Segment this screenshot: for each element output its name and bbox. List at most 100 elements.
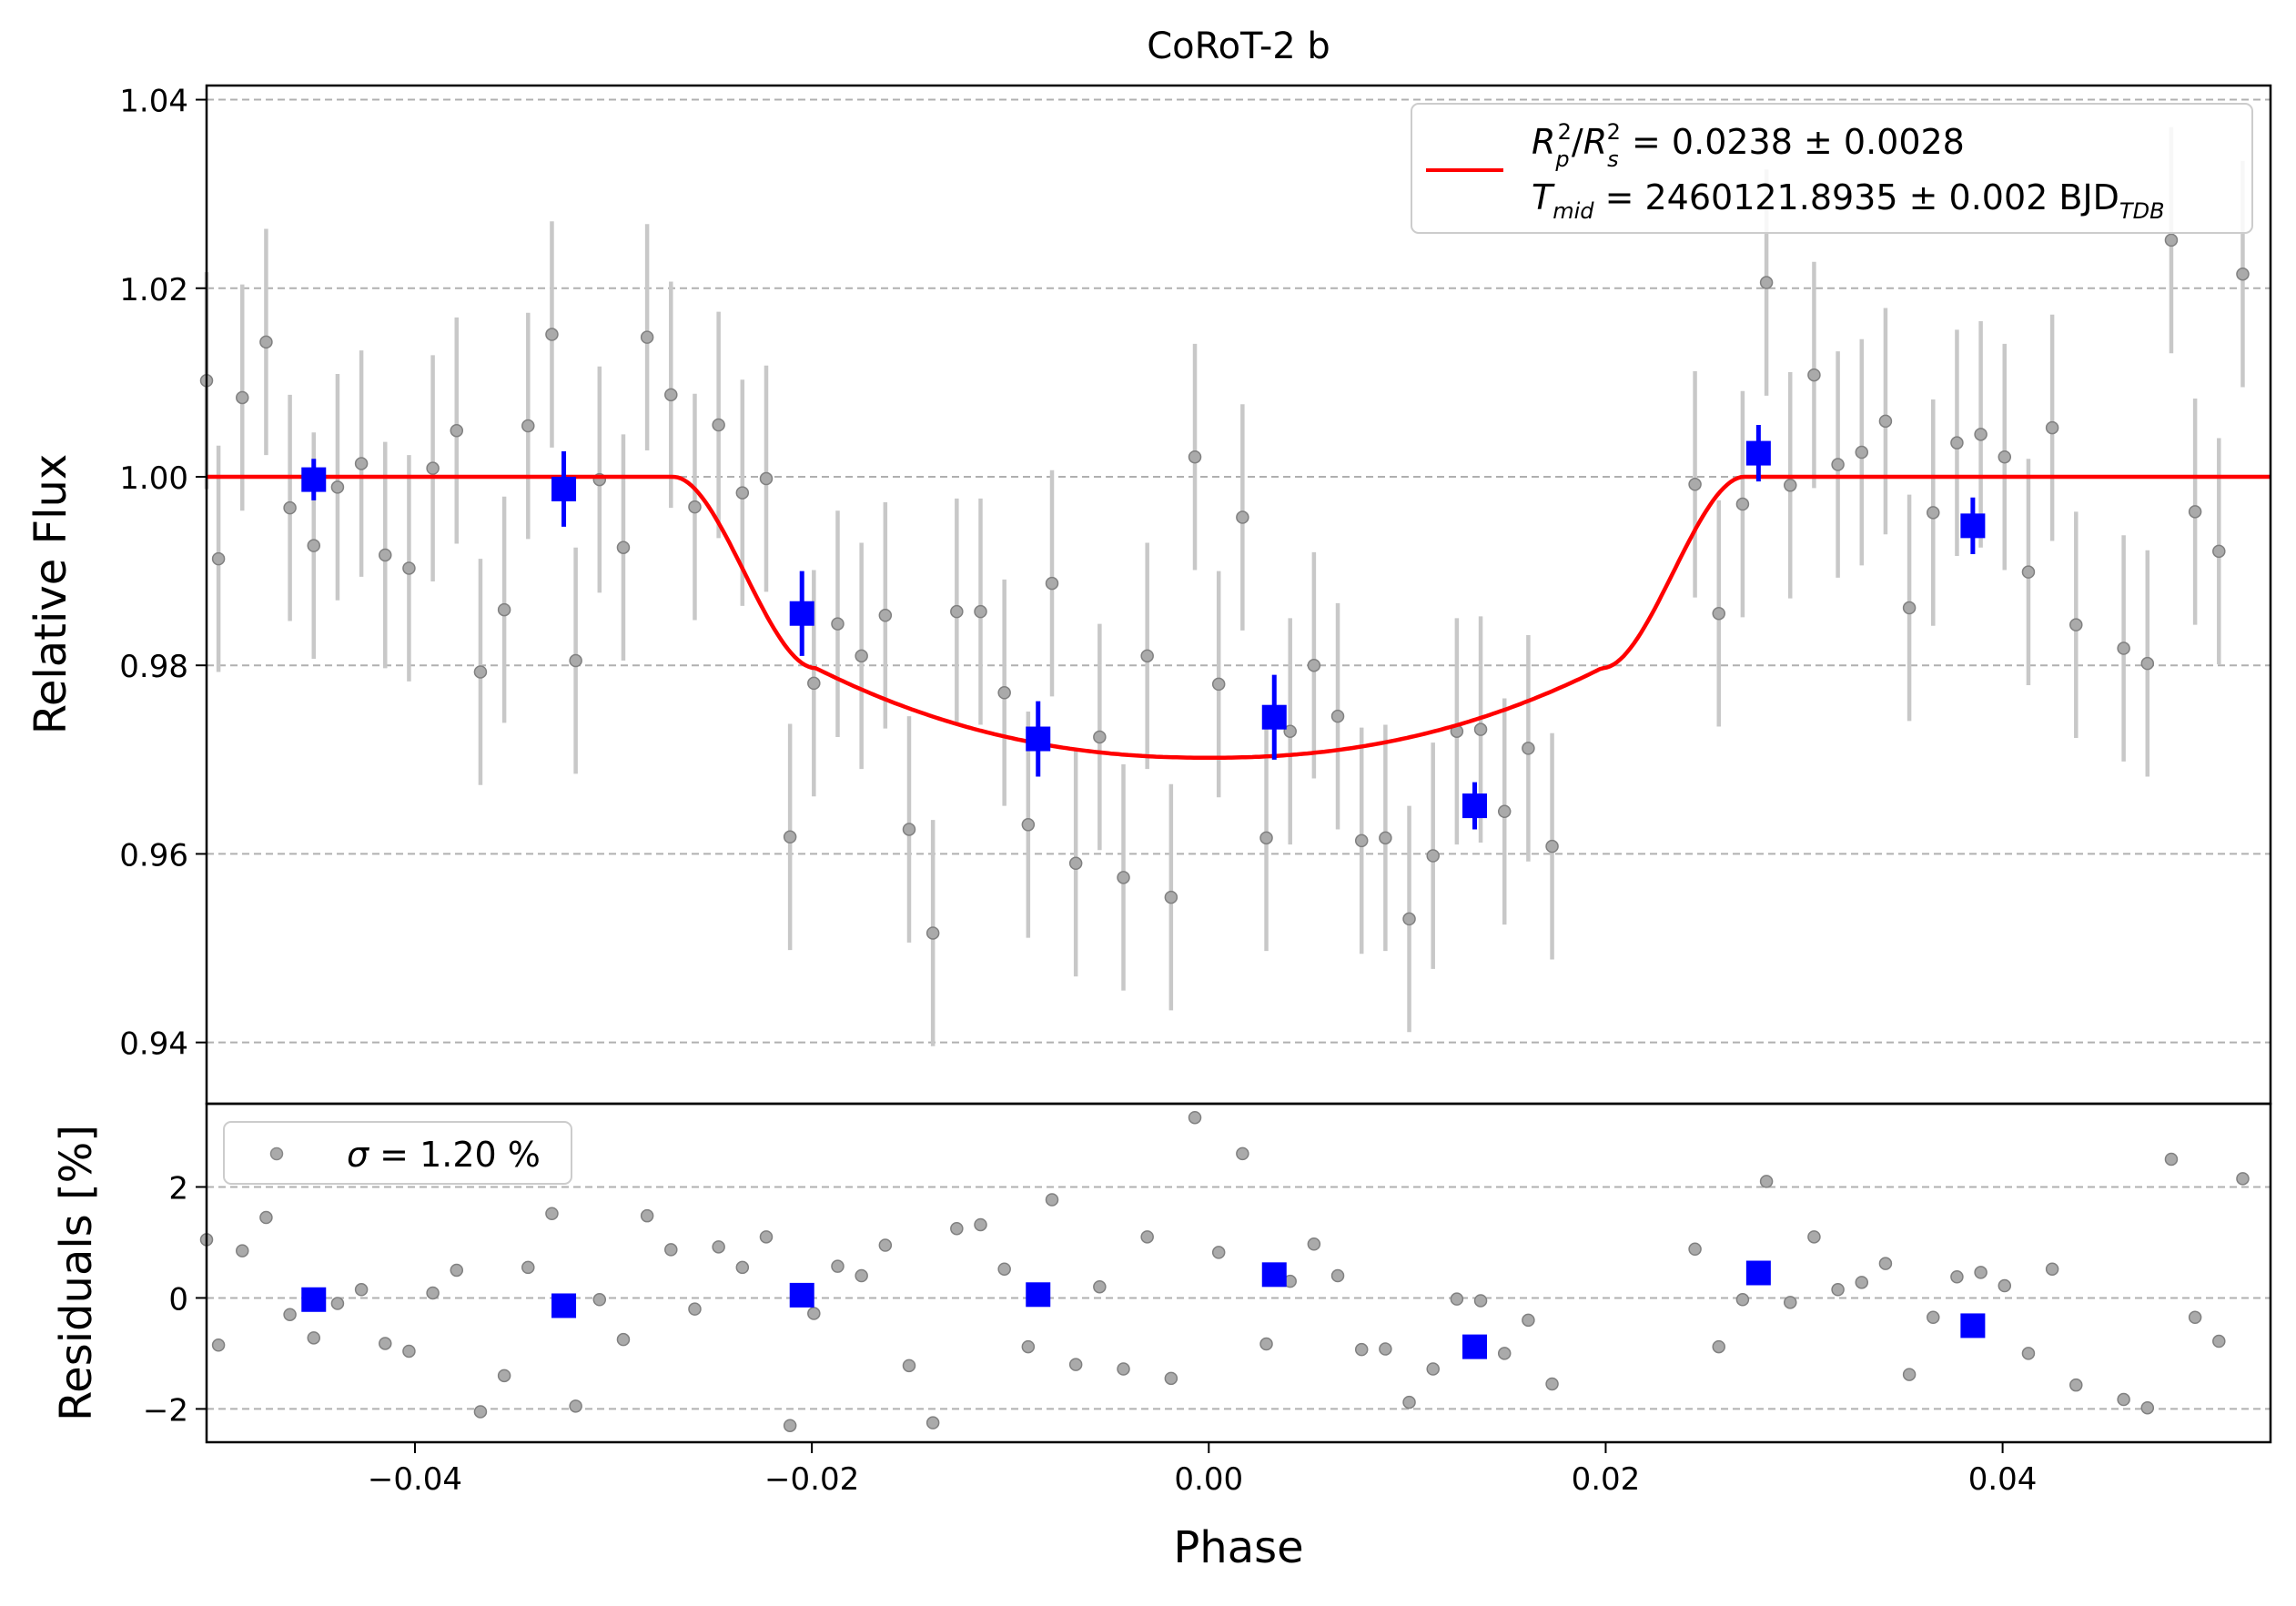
residual-raw-point [1188, 1110, 1202, 1125]
residual-raw-point [712, 1240, 725, 1254]
raw-point [330, 480, 345, 494]
top-y-tick-label: 0.98 [119, 649, 188, 685]
raw-point [1068, 856, 1083, 871]
raw-point [1307, 658, 1321, 672]
raw-point [1807, 368, 1821, 382]
residual-raw-point [1236, 1146, 1249, 1161]
residual-raw-point [1759, 1175, 1774, 1188]
residual-raw-point [545, 1207, 559, 1220]
chart-title: CoRoT-2 b [1147, 25, 1330, 67]
model-curve [207, 474, 2271, 760]
residual-raw-point [831, 1259, 845, 1273]
raw-point [1426, 849, 1440, 863]
raw-point [2045, 420, 2059, 435]
raw-point [283, 500, 297, 515]
residual-raw-point [1974, 1266, 1988, 1279]
residual-raw-point [1545, 1377, 1559, 1391]
residual-binned-point [1261, 1262, 1287, 1288]
raw-point [688, 500, 702, 514]
raw-point [1164, 890, 1178, 904]
raw-point [1759, 276, 1774, 289]
y-axis-label-top: Relative Flux [25, 454, 76, 735]
residual-raw-point [1354, 1342, 1369, 1357]
residual-raw-point [307, 1331, 321, 1345]
residual-raw-point [1807, 1230, 1821, 1244]
top-y-tick-label: 1.02 [119, 272, 188, 308]
x-tick-label: 0.00 [1174, 1461, 1243, 1498]
residual-raw-point [2021, 1347, 2036, 1360]
top-model-layer [207, 474, 2271, 760]
top-y-tick-label: 1.00 [119, 460, 188, 497]
residual-raw-point [450, 1263, 464, 1278]
x-ticks: −0.04 −0.02 0.00 0.02 0.04 [368, 1442, 2037, 1498]
raw-point [1093, 730, 1107, 744]
residual-raw-point [379, 1337, 392, 1350]
x-tick-label: −0.04 [368, 1461, 462, 1498]
raw-point [2212, 544, 2226, 559]
top-raw-points [199, 233, 2250, 940]
raw-point [1974, 428, 1988, 441]
raw-point [1117, 871, 1130, 884]
raw-point [1211, 677, 1226, 692]
raw-point [354, 457, 369, 470]
residual-raw-point [236, 1244, 249, 1258]
residual-raw-point [855, 1268, 868, 1283]
residual-raw-point [1522, 1313, 1535, 1328]
top-y-tick-label: 0.96 [119, 837, 188, 874]
raw-point [402, 561, 416, 575]
binned-point [551, 476, 577, 501]
residual-raw-point [569, 1399, 582, 1413]
raw-point [1330, 709, 1345, 723]
y-axis-label-bottom: Residuals [%] [51, 1125, 102, 1421]
residual-raw-point [1497, 1347, 1512, 1360]
residual-raw-point [2236, 1172, 2250, 1186]
residual-raw-point [283, 1308, 297, 1321]
raw-point [712, 418, 725, 432]
residual-raw-point [1784, 1296, 1797, 1309]
raw-point [1998, 449, 2012, 464]
residual-raw-point [783, 1419, 797, 1432]
raw-point [569, 653, 582, 668]
residual-raw-point [2045, 1262, 2059, 1276]
binned-point [1261, 704, 1287, 730]
bottom-y-tick-label: 2 [168, 1170, 188, 1207]
residual-raw-point [1878, 1257, 1893, 1270]
residual-raw-point [1735, 1293, 1750, 1307]
model-legend-depth: Rp2/Rs2 = 0.0238 ± 0.0028 [1532, 119, 1965, 172]
x-tick-label: 0.02 [1572, 1461, 1641, 1498]
raw-point [1236, 510, 1249, 524]
residual-raw-point [997, 1262, 1011, 1276]
raw-point [640, 330, 654, 344]
residual-raw-point [759, 1230, 774, 1244]
residual-raw-point [1927, 1310, 1940, 1325]
raw-point [1950, 436, 1964, 449]
model-legend: Rp2/Rs2 = 0.0238 ± 0.0028 Tmid = 2460121… [1411, 103, 2253, 234]
residual-raw-point [1902, 1368, 1917, 1381]
raw-point [664, 388, 678, 402]
raw-point [807, 676, 821, 691]
residual-raw-point [1473, 1294, 1488, 1308]
residual-raw-point [664, 1243, 678, 1257]
raw-point [1855, 445, 1869, 460]
residual-binned-points [301, 1260, 1986, 1359]
raw-point [1259, 831, 1273, 845]
raw-point [1784, 479, 1797, 492]
residual-raw-point [925, 1416, 940, 1429]
raw-point [1902, 601, 1917, 615]
raw-point [545, 328, 559, 341]
raw-point [1545, 839, 1559, 854]
raw-point [1188, 449, 1202, 464]
residual-raw-point [1855, 1276, 1869, 1289]
raw-point [450, 423, 464, 438]
residual-raw-point [2140, 1400, 2155, 1415]
raw-point [211, 551, 226, 566]
raw-point [1522, 742, 1535, 755]
residual-raw-points [199, 1110, 2250, 1432]
residual-raw-point [2164, 1152, 2179, 1167]
residual-raw-point [592, 1293, 607, 1307]
residual-raw-point [2212, 1334, 2226, 1348]
raw-point [259, 335, 273, 349]
residual-legend: σ = 1.20 % [223, 1121, 572, 1185]
raw-point [1473, 722, 1488, 736]
